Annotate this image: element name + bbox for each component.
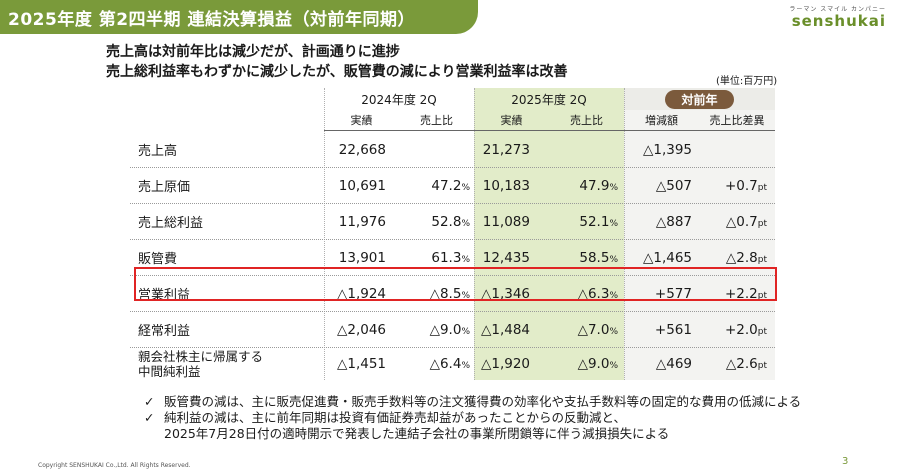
actual-2024: 10,691 — [338, 177, 386, 194]
subheader-actual-2024: 実績 — [350, 114, 373, 127]
change: △469 — [655, 356, 692, 372]
table-row: 売上高 22,668 21,273 △1,395 — [130, 132, 775, 168]
row-label: 経常利益 — [138, 324, 191, 339]
ratio-2024: △9.0% — [429, 321, 470, 338]
actual-2024: 11,976 — [338, 213, 386, 230]
page-number: 3 — [842, 456, 849, 467]
table-row: 経常利益 △2,046 △9.0% △1,484 △7.0% +561 +2.0… — [130, 312, 775, 348]
actual-2025: △1,920 — [480, 356, 530, 372]
row-label: 親会社株主に帰属する 中間純利益 — [138, 349, 264, 379]
actual-2024: △1,924 — [336, 285, 386, 302]
subheader-ratio-2024: 売上比 — [420, 114, 453, 127]
row-label: 売上総利益 — [138, 216, 204, 231]
note-item: ✓ 純利益の減は、主に前年同期は投資有価証券売却益があったことからの反動減と、 … — [144, 410, 801, 442]
ratio-2025: 58.5% — [579, 249, 618, 266]
ratio-2024: 52.8% — [431, 213, 470, 230]
subheader-ratio-2025: 売上比 — [570, 114, 603, 127]
change: △1,395 — [642, 141, 692, 158]
header-2024: 2024年度 2Q — [361, 92, 437, 107]
note-item: ✓ 販管費の減は、主に販売促進費・販売手数料等の注文獲得費の効率化や支払手数料等… — [144, 394, 801, 410]
subheader-actual-2025: 実績 — [500, 114, 523, 127]
operating-income-highlight-box — [134, 267, 777, 301]
subheader-change: 増減額 — [645, 114, 678, 127]
ratio-diff: +2.2pt — [724, 285, 767, 302]
note-text: 販管費の減は、主に販売促進費・販売手数料等の注文獲得費の効率化や支払手数料等の固… — [164, 394, 802, 409]
row-label: 売上高 — [138, 144, 178, 159]
headline-line-2: 売上総利益率もわずかに減少したが、販管費の減により営業利益率は改善 — [106, 64, 568, 80]
check-icon: ✓ — [144, 410, 155, 425]
ratio-2025: △6.3% — [577, 285, 618, 302]
change: +561 — [654, 321, 692, 338]
ratio-2024: 61.3% — [431, 249, 470, 266]
column-yoy-background — [624, 88, 775, 380]
actual-2025: △1,346 — [480, 285, 530, 302]
headline-line-1: 売上高は対前年比は減少だが、計画通りに進捗 — [106, 44, 400, 60]
table-row: 売上原価 10,691 47.2% 10,183 47.9% △507 +0.7… — [130, 168, 775, 204]
ratio-diff: △0.7pt — [725, 213, 767, 230]
unit-label: (単位:百万円) — [716, 76, 778, 87]
ratio-2025: △9.0% — [577, 356, 618, 372]
change: +577 — [654, 285, 692, 302]
note-text: 純利益の減は、主に前年同期は投資有価証券売却益があったことからの反動減と、 20… — [164, 410, 670, 441]
ratio-2024: △6.4% — [429, 356, 470, 372]
company-logo: ラーマン スマイル カンパニー senshukai — [789, 4, 886, 29]
actual-2025: 11,089 — [482, 213, 530, 230]
actual-2025: 10,183 — [482, 177, 530, 194]
logo-tagline: ラーマン スマイル カンパニー — [789, 6, 886, 13]
row-label: 販管費 — [138, 252, 178, 267]
header-yoy: 対前年 — [624, 88, 775, 110]
ratio-diff: △2.8pt — [725, 249, 767, 266]
headline: 売上高は対前年比は減少だが、計画通りに進捗 売上総利益率もわずかに減少したが、販… — [106, 42, 567, 82]
page-title: 2025年度 第2四半期 連結決算損益（対前年同期） — [8, 9, 415, 30]
table-row: 販管費 13,901 61.3% 12,435 58.5% △1,465 △2.… — [130, 240, 775, 276]
actual-2025: 21,273 — [482, 141, 530, 158]
actual-2024: △1,451 — [336, 356, 386, 372]
table-row: 売上総利益 11,976 52.8% 11,089 52.1% △887 △0.… — [130, 204, 775, 240]
ratio-diff: +2.0pt — [724, 321, 767, 338]
pl-table: 2024年度 2Q 2025年度 2Q 対前年 実績 売上比 実績 売上比 増減… — [130, 88, 775, 380]
table-row-operating-income: 営業利益 △1,924 △8.5% △1,346 △6.3% +577 +2.2… — [130, 276, 775, 312]
row-label: 売上原価 — [138, 180, 191, 195]
change: △507 — [655, 177, 692, 194]
yoy-badge: 対前年 — [665, 89, 734, 109]
ratio-2024: △8.5% — [429, 285, 470, 302]
ratio-diff: △2.6pt — [725, 356, 767, 372]
actual-2024: 22,668 — [338, 141, 386, 158]
title-bar: 2025年度 第2四半期 連結決算損益（対前年同期） — [0, 0, 478, 34]
table-row: 親会社株主に帰属する 中間純利益 △1,451 △6.4% △1,920 △9.… — [130, 348, 775, 380]
change: △887 — [655, 213, 692, 230]
notes: ✓ 販管費の減は、主に販売促進費・販売手数料等の注文獲得費の効率化や支払手数料等… — [144, 394, 801, 442]
actual-2024: △2,046 — [336, 321, 386, 338]
actual-2024: 13,901 — [338, 249, 386, 266]
change: △1,465 — [642, 249, 692, 266]
ratio-diff: +0.7pt — [724, 177, 767, 194]
header-2025: 2025年度 2Q — [511, 92, 587, 107]
actual-2025: △1,484 — [480, 321, 530, 338]
subheader-ratio-diff: 売上比差異 — [709, 114, 765, 127]
column-2025-background — [474, 88, 624, 380]
logo-wordmark: senshukai — [791, 12, 886, 30]
ratio-2024: 47.2% — [431, 177, 470, 194]
actual-2025: 12,435 — [482, 249, 530, 266]
ratio-2025: 52.1% — [579, 213, 618, 230]
check-icon: ✓ — [144, 394, 155, 409]
ratio-2025: 47.9% — [579, 177, 618, 194]
ratio-2025: △7.0% — [577, 321, 618, 338]
copyright: Copyright SENSHUKAI Co.,Ltd. All Rights … — [38, 462, 191, 469]
